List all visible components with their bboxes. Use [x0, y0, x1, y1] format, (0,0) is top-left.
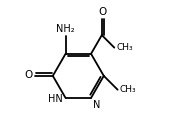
Text: HN: HN: [48, 94, 63, 104]
Text: NH₂: NH₂: [56, 24, 75, 34]
Text: N: N: [93, 100, 100, 110]
Text: O: O: [24, 70, 32, 80]
Text: CH₃: CH₃: [116, 43, 133, 52]
Text: CH₃: CH₃: [120, 85, 136, 94]
Text: O: O: [99, 6, 107, 17]
